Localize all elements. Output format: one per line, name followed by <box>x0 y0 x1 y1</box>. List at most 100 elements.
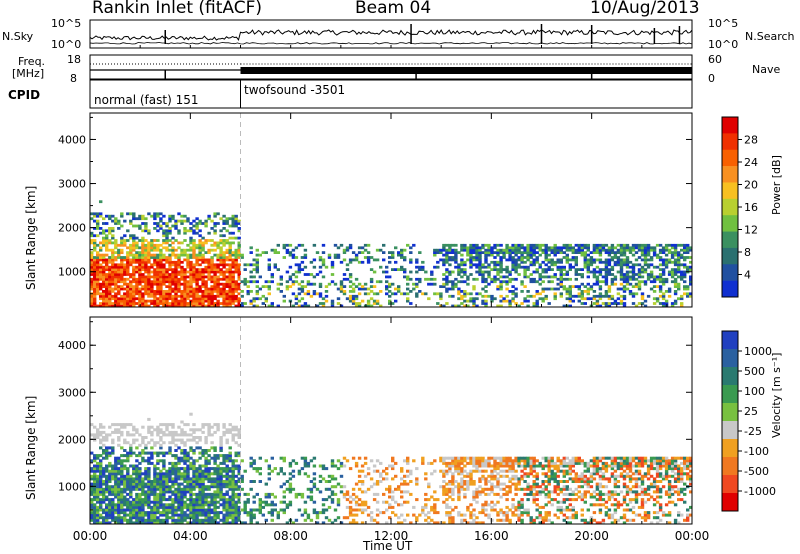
power-cell <box>487 253 491 257</box>
power-cell <box>595 258 600 262</box>
velocity-cell <box>204 438 208 442</box>
velocity-cell <box>297 469 302 473</box>
power-cell <box>466 304 470 308</box>
velocity-cell <box>129 508 133 512</box>
power-cell <box>198 263 202 267</box>
power-cell <box>683 263 687 267</box>
velocity-cell <box>96 428 100 432</box>
velocity-cell <box>198 487 202 491</box>
power-cell <box>472 248 476 252</box>
power-cell <box>520 258 524 262</box>
velocity-cell <box>213 508 217 512</box>
power-cell <box>680 275 684 279</box>
velocity-cell <box>427 461 431 465</box>
power-cell <box>577 251 581 254</box>
power-cell <box>207 302 211 305</box>
velocity-cell <box>279 485 283 489</box>
power-cell <box>255 258 259 262</box>
velocity-cell <box>141 487 145 491</box>
power-cell <box>637 270 642 274</box>
power-cell <box>598 268 603 271</box>
power-cell <box>153 290 157 293</box>
power-cell <box>592 294 597 298</box>
velocity-cell <box>111 474 115 478</box>
power-cell <box>117 222 121 225</box>
velocity-cell <box>90 500 94 504</box>
velocity-cell <box>451 480 455 483</box>
power-cell <box>445 270 449 274</box>
power-cell <box>526 258 530 262</box>
power-cell <box>562 256 566 259</box>
velocity-cell <box>216 482 220 486</box>
power-cell <box>147 241 151 245</box>
power-cell <box>544 243 548 247</box>
power-ytick-label: 3000 <box>58 178 86 191</box>
power-cell <box>469 251 473 254</box>
power-cell <box>622 302 627 305</box>
power-cell <box>261 294 265 298</box>
power-cell <box>129 273 133 276</box>
velocity-cell <box>222 505 226 509</box>
velocity-cell <box>114 464 118 468</box>
velocity-cell <box>192 513 196 517</box>
power-cell <box>213 231 217 235</box>
power-cell <box>177 219 181 223</box>
velocity-cell <box>252 461 256 465</box>
velocity-cell <box>183 477 187 481</box>
velocity-cell <box>312 500 317 504</box>
power-cell <box>126 285 130 288</box>
power-cell <box>126 294 130 298</box>
velocity-cell <box>369 459 374 463</box>
power-cell <box>460 294 464 298</box>
power-cell <box>400 248 404 252</box>
power-cell <box>189 290 193 293</box>
velocity-cell <box>216 521 220 525</box>
power-cell <box>589 256 594 259</box>
power-cell <box>252 299 256 303</box>
velocity-cell <box>360 480 365 483</box>
power-cell <box>108 268 112 271</box>
velocity-cell <box>183 469 187 473</box>
power-cell <box>598 280 603 284</box>
power-cell <box>670 251 675 254</box>
velocity-cell <box>403 518 407 522</box>
velocity-cell <box>150 456 154 460</box>
velocity-cell <box>201 464 205 468</box>
velocity-cell <box>99 459 103 463</box>
velocity-cell <box>96 454 100 458</box>
power-cell <box>132 256 136 259</box>
power-cell <box>180 248 184 252</box>
power-cell <box>673 285 678 288</box>
power-cell <box>553 275 557 279</box>
velocity-cell <box>330 500 335 504</box>
power-cell <box>195 268 199 271</box>
power-cell <box>108 231 112 235</box>
velocity-cell <box>120 423 124 427</box>
power-cell <box>207 297 211 301</box>
velocity-cell <box>237 505 241 509</box>
power-cell <box>445 253 449 257</box>
power-cell <box>213 229 217 233</box>
velocity-cell <box>150 516 154 520</box>
power-cell <box>559 285 563 288</box>
velocity-cell <box>255 508 259 512</box>
velocity-cell <box>165 485 169 489</box>
power-cell <box>634 258 639 262</box>
velocity-cell <box>237 492 241 496</box>
power-cell <box>415 270 419 274</box>
velocity-cell <box>129 492 133 496</box>
power-cell <box>637 285 642 288</box>
velocity-cell <box>433 505 437 509</box>
power-cell <box>586 260 590 264</box>
velocity-cell <box>165 516 169 520</box>
power-cell <box>255 265 259 269</box>
velocity-cell <box>279 469 283 473</box>
velocity-cell <box>448 495 452 499</box>
power-cell <box>183 270 187 274</box>
power-cell <box>192 297 196 301</box>
velocity-cell <box>219 511 223 515</box>
power-cell <box>391 292 395 296</box>
velocity-cell <box>475 464 479 468</box>
power-cell <box>366 256 371 259</box>
velocity-cell <box>156 472 160 476</box>
